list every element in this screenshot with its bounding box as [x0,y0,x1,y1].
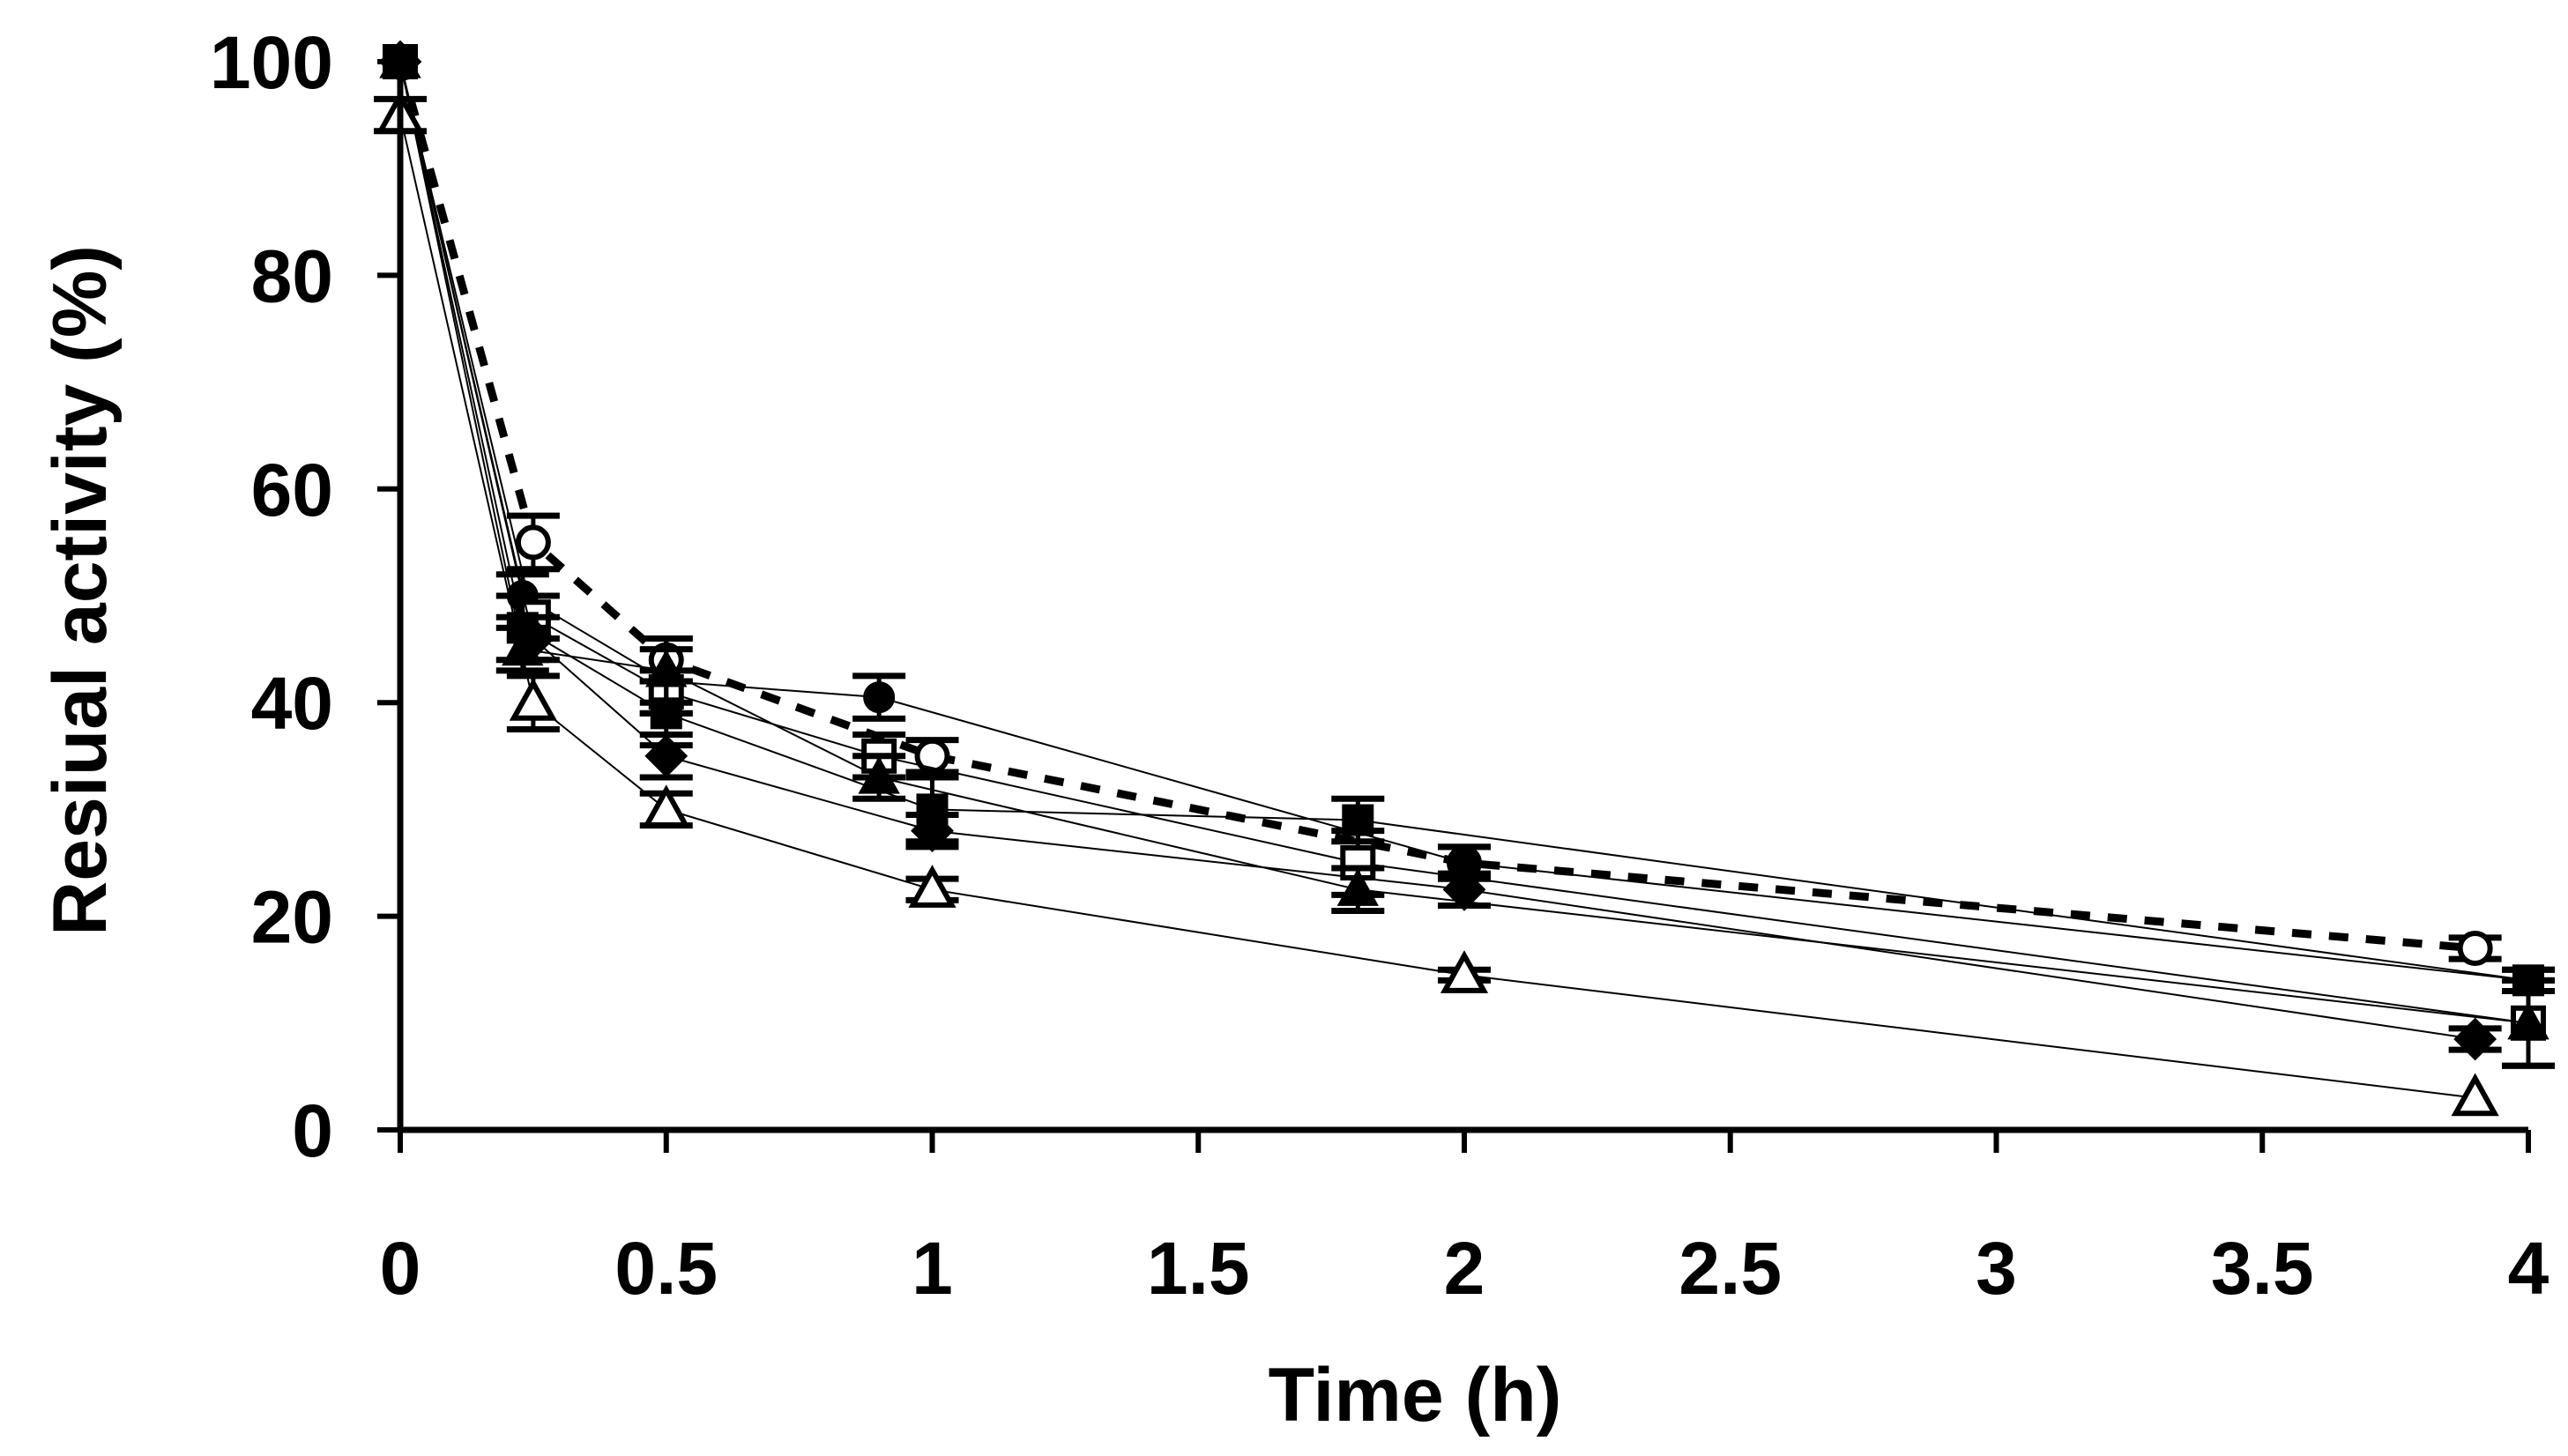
triangle-open-marker [642,784,690,828]
series-layer [374,40,2555,1117]
x-tick-label: 3.5 [2211,1227,2314,1310]
circle-marker [863,681,896,714]
series-line [399,61,2475,1040]
circle-open-marker [515,524,551,561]
triangle-marker [645,649,688,687]
triangle-marker [1336,868,1379,906]
x-tick-label: 4 [2508,1227,2549,1310]
series-line [399,61,2529,982]
x-axis-title: Time (h) [1269,1353,1562,1437]
x-tick-label: 0 [380,1227,421,1310]
triangle-marker [2507,1001,2549,1040]
series-triangle-open [374,90,2499,1117]
diamond-marker [644,734,689,778]
diamond-marker [1442,867,1486,911]
series-circle-open [383,44,2502,966]
x-tick-label: 1.5 [1147,1227,1250,1310]
circle-open-marker [914,738,950,774]
y-tick-label: 40 [251,662,333,745]
circle-open-marker [2457,930,2493,966]
series-square-open [383,44,2555,1069]
series-circle [384,46,2555,997]
triangle-marker [858,755,900,794]
triangle-open-marker [2451,1073,2499,1117]
square-marker [1342,804,1374,836]
y-tick-label: 0 [292,1089,333,1172]
series-line [399,61,2529,982]
series-triangle [379,40,2555,1069]
y-tick-label: 20 [251,876,333,959]
x-tick-label: 0.5 [614,1227,718,1310]
diamond-marker [911,809,954,853]
series-line [396,60,2476,953]
x-tick-label: 2 [1444,1227,1485,1310]
triangle-open-marker [1440,950,1489,993]
x-tick-label: 1 [912,1227,953,1310]
triangle-marker [502,628,544,666]
series-line [399,61,2529,1024]
y-tick-label: 80 [251,234,333,317]
y-tick-label: 100 [210,21,333,104]
y-tick-label: 60 [251,449,333,531]
diamond-marker [2453,1017,2497,1061]
y-axis-title: Resiual activity (%) [38,245,123,936]
x-tick-label: 3 [1976,1227,2017,1310]
triangle-open-marker [509,678,557,721]
series-diamond [378,40,2502,1061]
x-tick-label: 2.5 [1679,1227,1782,1310]
series-line [399,115,2475,1099]
triangle-open-marker [908,865,956,908]
